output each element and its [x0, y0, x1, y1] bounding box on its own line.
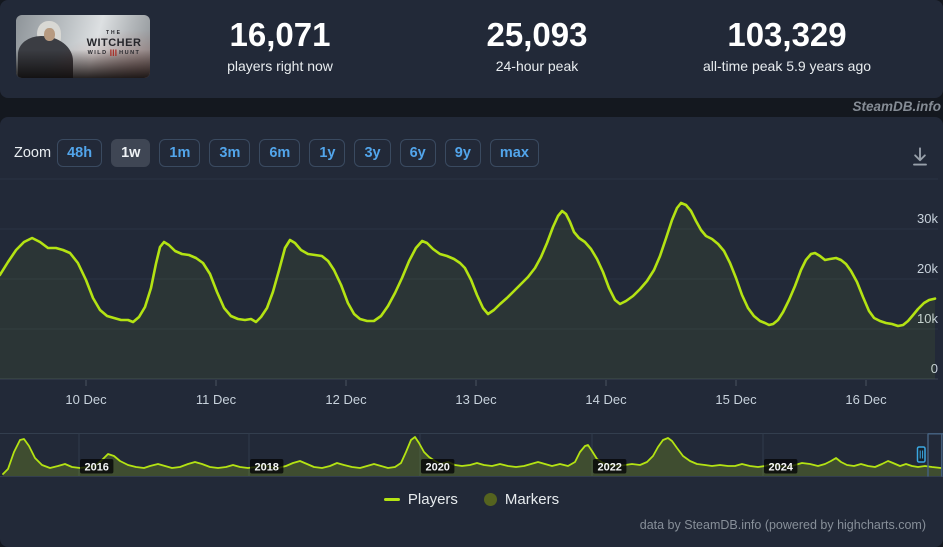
- navigator: 2016 2018 2020 2022 2024: [0, 433, 943, 477]
- x-axis-label: 13 Dec: [455, 392, 497, 407]
- navigator-area-fill: [3, 437, 941, 476]
- legend-item-markers[interactable]: Markers: [483, 491, 560, 508]
- zoom-range-button-max[interactable]: max: [489, 139, 539, 167]
- stat-24h-peak: 25,093 24-hour peak: [427, 16, 647, 75]
- year-label-pill: [593, 459, 627, 474]
- navigator-series-line: [2, 436, 942, 475]
- zoom-range-button-6y[interactable]: 6y: [399, 139, 436, 167]
- y-axis-label: 30k: [917, 211, 938, 226]
- navigator-left-handle[interactable]: [916, 446, 926, 463]
- year-label-pill: [764, 459, 798, 474]
- handle-grip[interactable]: [916, 446, 926, 463]
- zoom-toolbar: Zoom 48h 1w 1m 3m 6m 1y 3y 6y 9y max: [14, 139, 539, 167]
- zoom-range-button-6m[interactable]: 6m: [259, 139, 301, 167]
- x-axis-label: 11 Dec: [196, 392, 237, 407]
- x-axis-label: 12 Dec: [325, 392, 367, 407]
- stat-all-time-peak: 103,329 all-time peak 5.9 years ago: [657, 16, 917, 75]
- zoom-range-button-3y[interactable]: 3y: [354, 139, 391, 167]
- players-area-fill: [0, 203, 935, 379]
- legend-label: Players: [407, 491, 458, 508]
- players-swatch-line-icon: [383, 498, 400, 501]
- year-label: 2022: [597, 462, 621, 474]
- x-axis-label: 16 Dec: [845, 392, 887, 407]
- all-time-peak-value: 103,329: [727, 16, 847, 53]
- year-label-pill: [250, 459, 284, 474]
- year-label: 2018: [254, 462, 278, 474]
- logo-wild-hunt: WILD III HUNT: [82, 47, 146, 58]
- banner-shade: [16, 15, 150, 78]
- x-axis-label: 15 Dec: [715, 392, 757, 407]
- year-label: 2020: [425, 462, 449, 474]
- logo-wild: WILD: [87, 50, 108, 56]
- players-series-line[interactable]: [0, 201, 937, 328]
- legend-item-players[interactable]: Players: [383, 491, 458, 508]
- witcher-logo: THE WITCHER WILD III HUNT: [82, 30, 146, 58]
- year-label-pill: [421, 459, 455, 474]
- download-icon[interactable]: [905, 144, 935, 170]
- peak-24h-label: 24-hour peak: [495, 58, 579, 74]
- y-axis-label: 10k: [917, 311, 938, 326]
- legend-label: Markers: [504, 491, 560, 508]
- year-label-pill: [80, 459, 114, 474]
- y-axis-label: 0: [931, 361, 938, 376]
- y-axis-label: 20k: [917, 261, 938, 276]
- x-axis-label: 14 Dec: [585, 392, 627, 407]
- zoom-range-button-9y[interactable]: 9y: [444, 139, 481, 167]
- zoom-label: Zoom: [14, 145, 52, 161]
- players-chart[interactable]: 0 10k 20k 30k 10 Dec 11 Dec 12 Dec 13 Dec 14 Dec…: [0, 117, 943, 547]
- x-axis-label: 10 Dec: [65, 392, 107, 407]
- chart-legend: Players Markers: [0, 491, 943, 508]
- all-time-peak-label: all-time peak 5.9 years ago: [702, 58, 872, 74]
- logo-the: THE: [106, 30, 122, 36]
- zoom-range-button-1y[interactable]: 1y: [309, 139, 346, 167]
- year-label: 2024: [768, 462, 793, 474]
- zoom-range-button-3m[interactable]: 3m: [209, 139, 251, 167]
- year-label: 2016: [84, 462, 108, 474]
- chart-card: Zoom 48h 1w 1m 3m 6m 1y 3y 6y 9y max 0 10k 20k 30k 10…: [0, 117, 943, 547]
- game-banner[interactable]: THE WITCHER WILD III HUNT: [16, 15, 150, 78]
- peak-24h-value: 25,093: [486, 16, 588, 53]
- header-card: THE WITCHER WILD III HUNT 16,071 players…: [0, 0, 943, 98]
- chart-credits[interactable]: data by SteamDB.info (powered by highcha…: [639, 518, 926, 532]
- main-plot: 0 10k 20k 30k 10 Dec 11 Dec 12 Dec 13 Dec 14 Dec…: [0, 178, 938, 407]
- current-players-label: players right now: [227, 58, 333, 74]
- logo-iii: III: [109, 47, 118, 58]
- zoom-range-button-1m[interactable]: 1m: [159, 139, 201, 167]
- zoom-range-button-1w[interactable]: 1w: [111, 139, 151, 167]
- logo-hunt: HUNT: [119, 50, 141, 56]
- navigator-track[interactable]: [0, 434, 943, 477]
- zoom-range-button-48h[interactable]: 48h: [57, 139, 103, 167]
- steamdb-watermark: SteamDB.info: [852, 99, 941, 114]
- stat-current-players: 16,071 players right now: [170, 16, 390, 75]
- markers-swatch-circle-icon: [483, 493, 497, 506]
- current-players-value: 16,071: [229, 16, 331, 53]
- logo-witcher: WITCHER: [86, 37, 142, 49]
